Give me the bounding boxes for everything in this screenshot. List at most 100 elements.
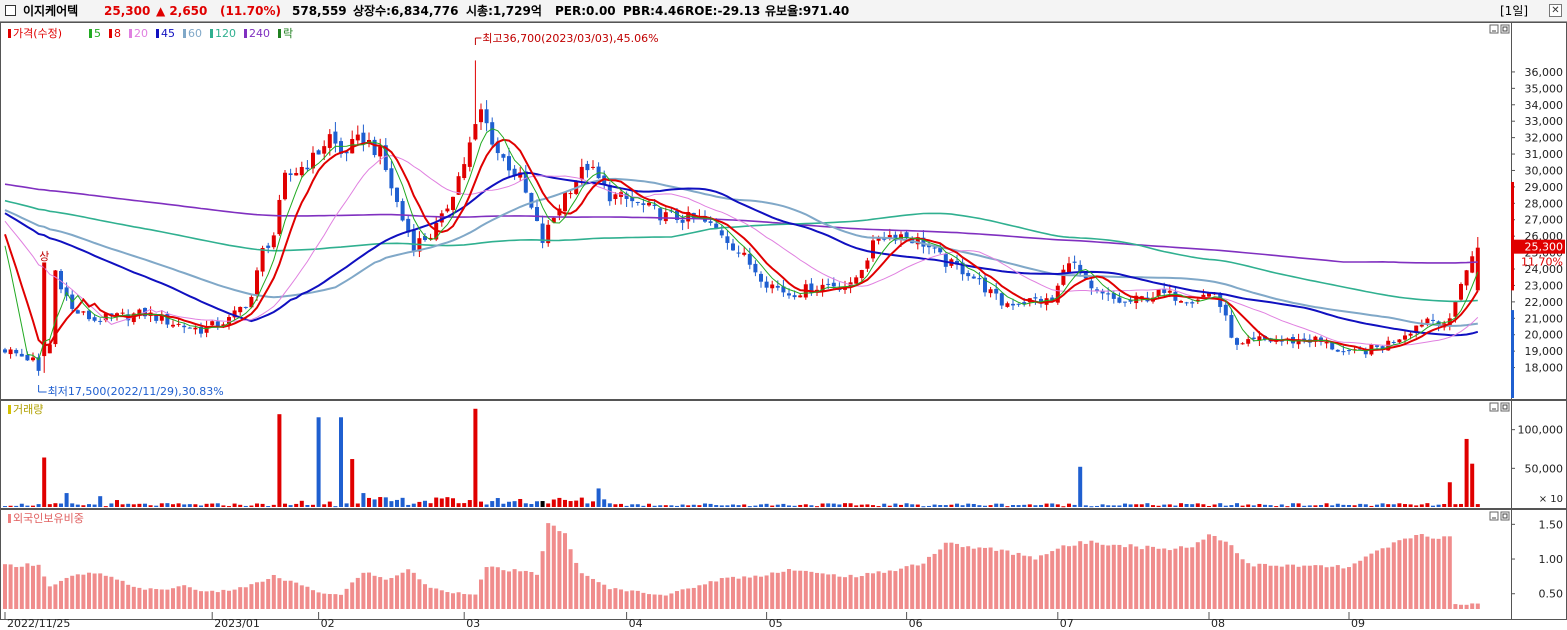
foreign-ratio-bar[interactable] [411, 572, 416, 609]
candle-body[interactable] [871, 240, 875, 259]
volume-bar[interactable] [876, 506, 881, 508]
foreign-ratio-bar[interactable] [747, 577, 752, 609]
volume-bar[interactable] [42, 457, 47, 508]
volume-bar[interactable] [14, 505, 19, 507]
volume-bar[interactable] [288, 505, 293, 507]
candle-body[interactable] [193, 327, 198, 330]
volume-bar[interactable] [423, 500, 427, 507]
volume-bar[interactable] [227, 506, 231, 508]
volume-bar[interactable] [904, 503, 909, 507]
candle-body[interactable] [563, 192, 567, 212]
foreign-ratio-bar[interactable] [736, 578, 741, 609]
foreign-ratio-bar[interactable] [1285, 564, 1290, 609]
volume-bar[interactable] [1296, 503, 1301, 507]
candle-body[interactable] [1022, 302, 1027, 305]
volume-bar[interactable] [523, 503, 528, 507]
candle-body[interactable] [518, 172, 523, 178]
foreign-ratio-bar[interactable] [47, 586, 52, 609]
foreign-ratio-bar[interactable] [949, 542, 954, 609]
candle-body[interactable] [1218, 293, 1223, 307]
candle-body[interactable] [1207, 293, 1211, 297]
volume-bar[interactable] [770, 505, 775, 507]
volume-bar[interactable] [1347, 504, 1351, 507]
candle-body[interactable] [725, 236, 730, 243]
minimize-icon[interactable] [1489, 402, 1499, 412]
candle-body[interactable] [1330, 341, 1335, 350]
candle-body[interactable] [484, 109, 489, 124]
candle-body[interactable] [383, 145, 388, 171]
foreign-ratio-bar[interactable] [1459, 604, 1463, 609]
volume-bar[interactable] [882, 503, 887, 507]
foreign-ratio-bar[interactable] [1380, 548, 1385, 609]
foreign-ratio-bar[interactable] [187, 587, 192, 609]
foreign-ratio-bar[interactable] [1447, 536, 1452, 609]
candle-body[interactable] [260, 248, 265, 272]
candle-body[interactable] [1319, 337, 1323, 342]
foreign-ratio-bar[interactable] [624, 591, 629, 609]
foreign-ratio-bar[interactable] [1341, 568, 1346, 609]
volume-bar[interactable] [176, 503, 181, 507]
foreign-ratio-bar[interactable] [966, 546, 971, 609]
candle-body[interactable] [865, 260, 870, 269]
volume-bar[interactable] [921, 506, 926, 508]
candle-body[interactable] [199, 326, 203, 334]
foreign-ratio-bar[interactable] [439, 590, 444, 609]
volume-bar[interactable] [411, 503, 416, 507]
foreign-ratio-bar[interactable] [1223, 541, 1228, 609]
candle-body[interactable] [887, 235, 892, 239]
foreign-ratio-bar[interactable] [1089, 540, 1094, 609]
volume-bar[interactable] [871, 505, 875, 507]
foreign-ratio-bar[interactable] [451, 593, 455, 609]
volume-bar[interactable] [680, 504, 685, 507]
candle-body[interactable] [159, 315, 164, 321]
volume-bar[interactable] [31, 505, 35, 507]
legend-label-8[interactable]: 8 [114, 27, 121, 40]
candle-body[interactable] [994, 288, 999, 294]
volume-bar[interactable] [675, 505, 679, 507]
candle-body[interactable] [445, 208, 450, 212]
candle-body[interactable] [59, 270, 63, 290]
volume-bar[interactable] [1285, 506, 1290, 508]
volume-bar[interactable] [406, 504, 411, 507]
volume-bar[interactable] [966, 503, 971, 507]
foreign-ratio-bar[interactable] [1027, 556, 1032, 609]
foreign-ratio-bar[interactable] [831, 574, 836, 609]
volume-bar[interactable] [260, 503, 265, 507]
volume-bar[interactable] [652, 505, 657, 507]
candle-body[interactable] [1201, 294, 1206, 298]
volume-legend-label[interactable]: 거래량 [13, 403, 43, 416]
foreign-ratio-bar[interactable] [910, 564, 915, 609]
volume-bar[interactable] [378, 497, 383, 507]
volume-bar[interactable] [294, 503, 299, 507]
foreign-ratio-bar[interactable] [87, 572, 91, 609]
volume-bar[interactable] [1184, 504, 1189, 507]
candle-body[interactable] [1016, 303, 1021, 305]
foreign-ratio-bar[interactable] [613, 588, 618, 609]
volume-bar[interactable] [938, 505, 943, 507]
candle-body[interactable] [1459, 283, 1463, 300]
volume-bar[interactable] [400, 497, 405, 507]
volume-bar[interactable] [775, 504, 780, 507]
volume-bar[interactable] [641, 505, 646, 507]
foreign-ratio-bar[interactable] [781, 571, 786, 609]
candle-body[interactable] [1296, 339, 1301, 345]
candle-body[interactable] [607, 184, 612, 202]
foreign-ratio-bar[interactable] [1358, 560, 1363, 609]
candle-body[interactable] [1475, 247, 1480, 291]
volume-bar[interactable] [1134, 504, 1139, 507]
foreign-ratio-bar[interactable] [787, 569, 791, 609]
volume-bar[interactable] [171, 504, 175, 507]
foreign-ratio-bar[interactable] [871, 573, 875, 609]
volume-bar[interactable] [843, 503, 847, 507]
volume-bar[interactable] [932, 504, 937, 507]
volume-bar[interactable] [731, 504, 735, 507]
candle-body[interactable] [372, 139, 377, 156]
foreign-ratio-bar[interactable] [1246, 563, 1251, 609]
candle-body[interactable] [641, 203, 646, 205]
candle-body[interactable] [400, 201, 405, 221]
candle-body[interactable] [423, 236, 427, 240]
volume-bar[interactable] [148, 505, 153, 507]
candle-body[interactable] [395, 187, 399, 202]
volume-bar[interactable] [1156, 505, 1161, 507]
candle-body[interactable] [322, 146, 327, 154]
